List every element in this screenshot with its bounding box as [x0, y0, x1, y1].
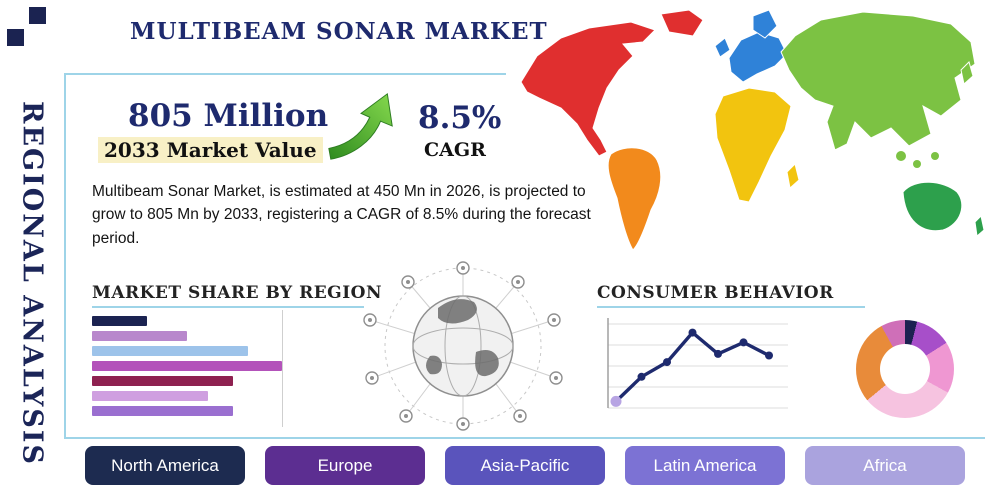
bar [92, 331, 187, 341]
market-share-underline [92, 306, 364, 308]
line-chart [607, 318, 788, 409]
bar [92, 346, 248, 356]
region-button[interactable]: North America [85, 446, 245, 485]
region-button[interactable]: Latin America [625, 446, 785, 485]
continent-north-america [520, 21, 656, 157]
world-map [520, 9, 985, 251]
island-new-zealand [974, 214, 985, 237]
bar [92, 316, 147, 326]
consumer-behavior-underline [597, 306, 865, 308]
market-value-stat: 805 Million [128, 98, 329, 134]
market-description: Multibeam Sonar Market, is estimated at … [92, 183, 591, 247]
region-button[interactable]: Africa [805, 446, 965, 485]
region-scandinavia [752, 9, 778, 39]
bar-chart-gridline [282, 310, 283, 427]
bar-chart [92, 316, 312, 422]
region-button[interactable]: Asia-Pacific [445, 446, 605, 485]
line-series [610, 328, 773, 407]
island-britain [714, 37, 731, 58]
page-title: MULTIBEAM SONAR MARKET [130, 18, 548, 45]
continent-asia [780, 11, 976, 151]
growth-arrow-icon [328, 92, 393, 160]
donut-hole [880, 344, 930, 394]
continent-south-america [607, 147, 662, 251]
consumer-behavior-heading: CONSUMER BEHAVIOR [597, 283, 834, 303]
island-madagascar [786, 163, 800, 189]
globe-network-illustration [363, 261, 563, 431]
side-banner: REGIONAL ANALYSIS [4, 82, 60, 484]
frame-line-bottom [64, 437, 985, 439]
market-value-label: 2033 Market Value [98, 137, 323, 163]
market-share-heading: MARKET SHARE BY REGION [92, 283, 382, 303]
bar [92, 406, 233, 416]
island-greenland [660, 9, 704, 37]
region-buttons: North America Europe Asia-Pacific Latin Ame… [85, 446, 965, 485]
cagr-stat: 8.5% [418, 100, 502, 136]
network-nodes [363, 261, 563, 431]
bar [92, 376, 233, 386]
continent-australia [902, 181, 963, 232]
cagr-label: CAGR [424, 139, 486, 161]
continent-africa [714, 87, 792, 203]
continent-europe [728, 31, 788, 83]
island-japan [960, 61, 974, 85]
corner-square-left [7, 29, 24, 46]
bar [92, 391, 208, 401]
donut-chart-wrap [856, 320, 954, 418]
corner-square-top [29, 7, 46, 24]
region-button[interactable]: Europe [265, 446, 425, 485]
frame-line-top [64, 73, 506, 75]
bar [92, 361, 282, 371]
frame-line-left [64, 73, 66, 439]
islands-southeast-asia [896, 151, 939, 168]
line-chart-grid [607, 318, 788, 409]
side-banner-label: REGIONAL ANALYSIS [16, 100, 48, 466]
